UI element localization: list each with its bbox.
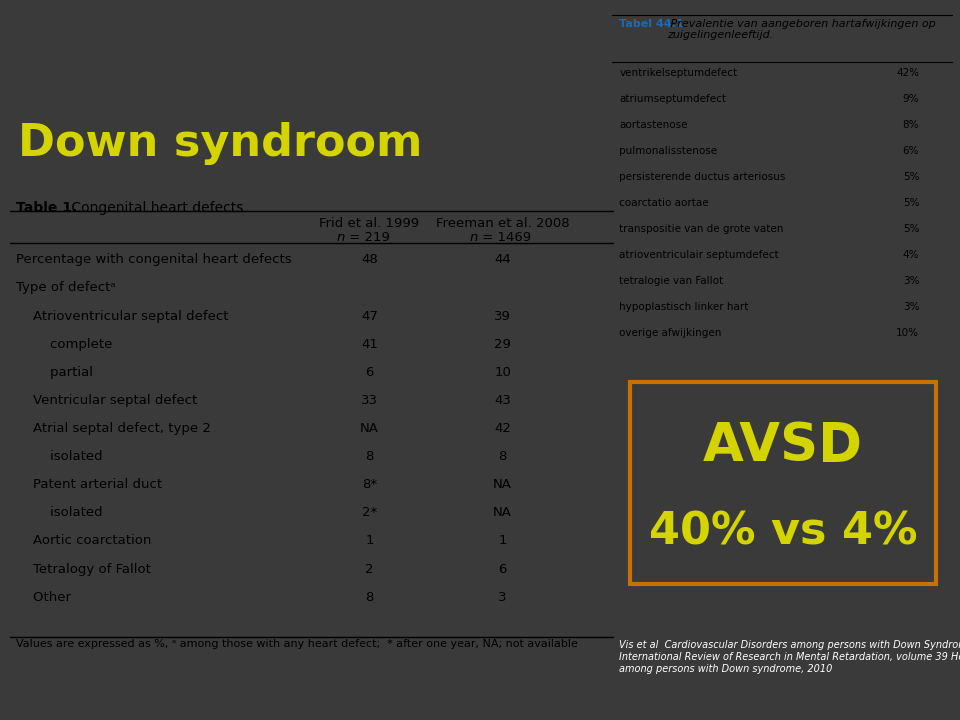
Text: 4%: 4% (902, 250, 920, 260)
Text: Atrioventricular septal defect: Atrioventricular septal defect (15, 310, 228, 323)
Text: Ventricular septal defect: Ventricular septal defect (15, 394, 197, 407)
Text: Freeman et al. 2008: Freeman et al. 2008 (436, 217, 569, 230)
Text: 42: 42 (494, 422, 511, 435)
Text: 33: 33 (361, 394, 378, 407)
Text: 8: 8 (365, 450, 373, 463)
Text: Down syndroom: Down syndroom (18, 122, 422, 165)
Text: n: n (469, 231, 478, 244)
Text: Patent arterial duct: Patent arterial duct (15, 478, 162, 491)
Text: 6: 6 (498, 562, 507, 575)
Text: 6: 6 (365, 366, 373, 379)
Text: atriumseptumdefect: atriumseptumdefect (619, 94, 727, 104)
Text: 42%: 42% (896, 68, 920, 78)
Text: AVSD: AVSD (703, 420, 863, 472)
Text: 8: 8 (498, 450, 507, 463)
Text: Aortic coarctation: Aortic coarctation (15, 534, 151, 547)
Text: 5%: 5% (902, 198, 920, 208)
Text: atrioventriculair septumdefect: atrioventriculair septumdefect (619, 250, 779, 260)
Text: 6%: 6% (902, 146, 920, 156)
Text: Type of defectᵃ: Type of defectᵃ (15, 282, 115, 294)
Text: Vis et al  Cardiovascular Disorders among persons with Down Syndrome
Internation: Vis et al Cardiovascular Disorders among… (619, 641, 960, 674)
Text: 3%: 3% (902, 302, 920, 312)
Text: = 219: = 219 (346, 231, 390, 244)
Text: Tetralogy of Fallot: Tetralogy of Fallot (15, 562, 151, 575)
Text: 39: 39 (494, 310, 511, 323)
Text: Prevalentie van aangeboren hartafwijkingen op
zuigelingenleeftijd.: Prevalentie van aangeboren hartafwijking… (667, 19, 936, 40)
Text: 8%: 8% (902, 120, 920, 130)
Text: NA: NA (493, 506, 512, 519)
Text: Values are expressed as %, ᵃ among those with any heart defect;  * after one yea: Values are expressed as %, ᵃ among those… (15, 639, 578, 649)
Text: 48: 48 (361, 253, 378, 266)
Text: aortastenose: aortastenose (619, 120, 687, 130)
Text: 47: 47 (361, 310, 378, 323)
Text: hypoplastisch linker hart: hypoplastisch linker hart (619, 302, 749, 312)
Text: isolated: isolated (15, 506, 103, 519)
Text: overige afwijkingen: overige afwijkingen (619, 328, 722, 338)
Text: 3%: 3% (902, 276, 920, 286)
Text: 2*: 2* (362, 506, 377, 519)
Text: 40% vs 4%: 40% vs 4% (649, 510, 917, 554)
Text: Atrial septal defect, type 2: Atrial septal defect, type 2 (15, 422, 210, 435)
Text: Frid et al. 1999: Frid et al. 1999 (320, 217, 420, 230)
Text: 8: 8 (365, 590, 373, 603)
Text: = 1469: = 1469 (478, 231, 532, 244)
Text: 41: 41 (361, 338, 378, 351)
Text: 2: 2 (365, 562, 373, 575)
Text: Table 1.: Table 1. (15, 202, 77, 215)
Text: tetralogie van Fallot: tetralogie van Fallot (619, 276, 724, 286)
Text: 5%: 5% (902, 224, 920, 234)
Text: isolated: isolated (15, 450, 103, 463)
Text: pulmonalisstenose: pulmonalisstenose (619, 146, 717, 156)
Text: 5%: 5% (902, 172, 920, 182)
Text: 10: 10 (494, 366, 511, 379)
Text: n: n (336, 231, 345, 244)
Text: NA: NA (493, 478, 512, 491)
Text: transpositie van de grote vaten: transpositie van de grote vaten (619, 224, 783, 234)
Text: persisterende ductus arteriosus: persisterende ductus arteriosus (619, 172, 785, 182)
Text: coarctatio aortae: coarctatio aortae (619, 198, 708, 208)
Text: complete: complete (15, 338, 112, 351)
Text: NA: NA (360, 422, 379, 435)
Text: Tabel 44.1: Tabel 44.1 (619, 19, 684, 29)
Text: 10%: 10% (897, 328, 920, 338)
Text: 9%: 9% (902, 94, 920, 104)
Text: 3: 3 (498, 590, 507, 603)
Text: Congenital heart defects: Congenital heart defects (67, 202, 244, 215)
Text: 44: 44 (494, 253, 511, 266)
Text: partial: partial (15, 366, 93, 379)
Text: 43: 43 (494, 394, 511, 407)
Text: Percentage with congenital heart defects: Percentage with congenital heart defects (15, 253, 291, 266)
Text: 1: 1 (498, 534, 507, 547)
Text: 8*: 8* (362, 478, 377, 491)
Text: ventrikelseptumdefect: ventrikelseptumdefect (619, 68, 737, 78)
Text: 1: 1 (365, 534, 373, 547)
Text: Other: Other (15, 590, 71, 603)
Text: 29: 29 (494, 338, 511, 351)
